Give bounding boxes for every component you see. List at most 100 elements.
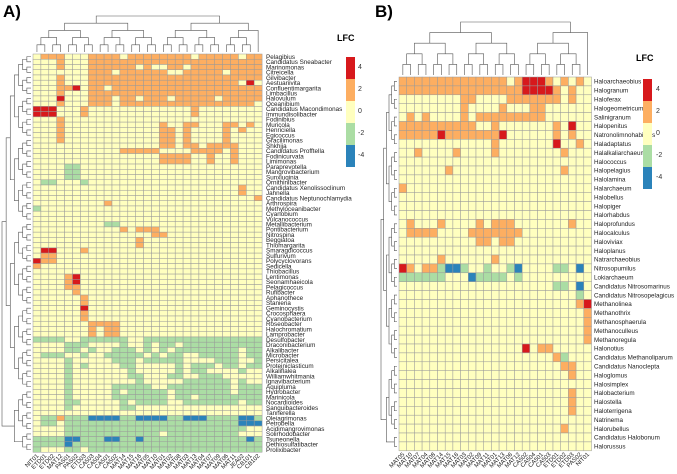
heatmap-cell: [238, 305, 247, 312]
heatmap-cell: [40, 158, 50, 165]
heatmap-cell: [230, 305, 239, 312]
heatmap-cell: [444, 281, 454, 291]
heatmap-cell: [583, 272, 592, 282]
heatmap-cell: [159, 326, 168, 332]
heatmap-cell: [174, 137, 184, 144]
heatmap-cell: [72, 216, 81, 222]
heatmap-cell: [452, 299, 461, 309]
heatmap-cell: [135, 200, 144, 207]
dendrogram-branch: [194, 44, 204, 52]
heatmap-cell: [253, 389, 263, 395]
heatmap-cell: [498, 281, 508, 291]
heatmap-cell: [521, 165, 531, 176]
heatmap-cell: [514, 281, 523, 291]
heatmap-cell: [167, 352, 176, 359]
heatmap-cell: [560, 299, 569, 309]
heatmap-cell: [414, 325, 423, 336]
heatmap-cell: [103, 179, 113, 186]
heatmap-cell: [406, 245, 415, 256]
heatmap-cell: [72, 205, 81, 212]
heatmap-cell: [452, 183, 461, 193]
heatmap-cell: [414, 94, 423, 104]
heatmap-cell: [127, 142, 136, 149]
heatmap-cell: [222, 58, 231, 65]
heatmap-cell: [182, 441, 192, 448]
heatmap-cell: [88, 399, 97, 406]
heatmap-cell: [421, 263, 431, 274]
heatmap-cell: [437, 343, 446, 354]
heatmap-cell: [222, 252, 231, 259]
heatmap-cell: [230, 378, 239, 385]
legend-a-swatch-neg4: [346, 145, 355, 167]
heatmap-cell: [545, 76, 554, 87]
heatmap-cell: [414, 156, 423, 167]
heatmap-cell: [460, 263, 469, 274]
heatmap-cell: [80, 242, 89, 249]
heatmap-cell: [64, 415, 73, 422]
heatmap-cell: [190, 441, 200, 448]
heatmap-cell: [568, 263, 577, 274]
heatmap-cell: [56, 284, 65, 291]
heatmap-cell: [529, 290, 538, 300]
heatmap-cell: [560, 441, 569, 452]
dendrogram-branch: [14, 74, 19, 118]
heatmap-cell: [127, 378, 136, 385]
heatmap-cell: [190, 95, 200, 102]
heatmap-cell: [48, 347, 57, 353]
heatmap-cell: [103, 420, 113, 427]
heatmap-cell: [506, 85, 515, 96]
heatmap-cell: [222, 158, 231, 165]
heatmap-cell: [48, 252, 57, 259]
heatmap-cell: [222, 242, 231, 249]
heatmap-cell: [88, 263, 97, 270]
heatmap-cell: [506, 441, 515, 452]
heatmap-cell: [135, 221, 144, 228]
heatmap-cell: [88, 116, 97, 123]
heatmap-cell: [444, 236, 454, 247]
heatmap-cell: [537, 317, 546, 327]
heatmap-cell: [545, 290, 554, 300]
heatmap-cell: [95, 425, 105, 432]
heatmap-cell: [48, 410, 57, 416]
heatmap-cell: [135, 368, 144, 374]
heatmap-cell: [182, 394, 192, 401]
heatmap-cell: [95, 100, 105, 107]
heatmap-cell: [206, 242, 215, 249]
heatmap-cell: [80, 320, 89, 327]
heatmap-cell: [56, 142, 65, 149]
heatmap-cell: [151, 158, 160, 165]
heatmap-cell: [151, 210, 160, 217]
heatmap-cell: [452, 130, 461, 140]
heatmap-cell: [238, 237, 247, 243]
heatmap-cell: [190, 436, 200, 443]
heatmap-cell: [95, 331, 105, 338]
heatmap-cell: [119, 242, 129, 249]
heatmap-cell: [498, 299, 508, 309]
heatmap-cell: [529, 414, 538, 425]
heatmap-cell: [56, 399, 65, 406]
heatmap-cell: [151, 127, 160, 133]
heatmap-cell: [444, 423, 454, 434]
dendrogram-branch: [174, 30, 208, 38]
heatmap-cell: [452, 441, 461, 452]
heatmap-cell: [135, 226, 144, 233]
heatmap-cell: [127, 200, 136, 207]
heatmap-cell: [452, 343, 461, 354]
heatmap-cell: [483, 388, 492, 398]
heatmap-cell: [174, 389, 184, 395]
heatmap-cell: [72, 352, 81, 359]
row-label: Alkalibacter: [266, 347, 299, 354]
heatmap-cell: [174, 310, 184, 317]
heatmap-cell: [460, 147, 469, 158]
heatmap-cell: [230, 279, 239, 285]
heatmap-cell: [167, 294, 176, 301]
row-label: Halogranum: [594, 88, 628, 95]
heatmap-cell: [406, 139, 415, 149]
heatmap-cell: [475, 219, 484, 229]
heatmap-cell: [238, 58, 247, 65]
heatmap-cell: [40, 210, 50, 217]
heatmap-cell: [498, 236, 508, 247]
heatmap-cell: [421, 432, 431, 443]
heatmap-cell: [111, 132, 121, 139]
heatmap-cell: [214, 410, 223, 416]
